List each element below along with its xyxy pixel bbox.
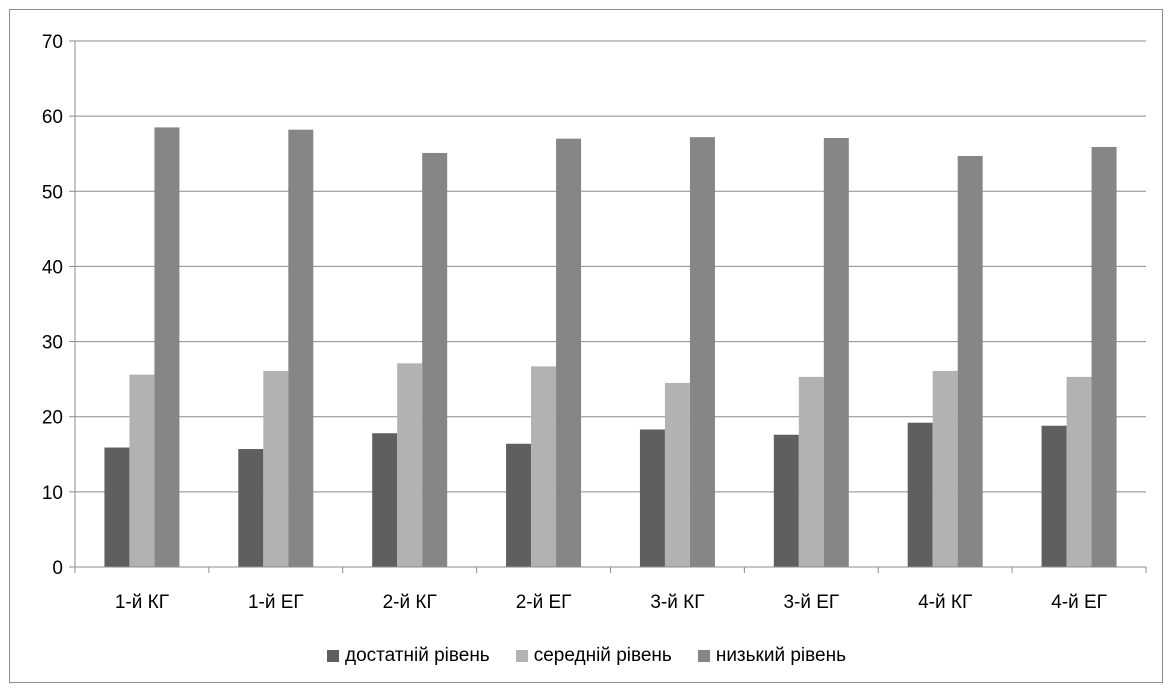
bar-low-7 (1091, 146, 1117, 568)
bar-sufficient-3 (506, 443, 532, 567)
bar-low-2 (422, 152, 448, 567)
bar-low-4 (689, 137, 715, 567)
bar-sufficient-4 (639, 429, 665, 567)
legend: достатній рівень середній рівень низький… (0, 645, 1173, 667)
bar-low-6 (957, 155, 983, 567)
legend-item-low: низький рівень (697, 645, 846, 667)
legend-swatch-medium (515, 650, 528, 662)
bar-medium-7 (1066, 376, 1092, 567)
x-category-label: 2-й КГ (383, 592, 437, 613)
bar-medium-2 (397, 363, 423, 567)
bar-sufficient-2 (372, 433, 398, 567)
bar-low-0 (154, 127, 180, 568)
legend-item-sufficient: достатній рівень (326, 645, 490, 667)
x-category-label: 4-й ЕГ (1051, 592, 1107, 613)
gridlines (75, 40, 1146, 493)
y-tick-label: 0 (52, 558, 63, 579)
bar-medium-6 (932, 370, 958, 567)
y-tick-label: 50 (42, 182, 63, 203)
bar-medium-4 (664, 382, 690, 567)
bar-medium-1 (263, 370, 289, 567)
y-tick-label: 70 (42, 32, 63, 53)
bar-medium-3 (531, 366, 557, 567)
axis-labels: 0 10 20 30 40 50 60 70 1-й КГ 1-й ЕГ 2-й КГ 2-й ЕГ 3… (42, 32, 1107, 613)
legend-item-medium: середній рівень (515, 645, 672, 667)
legend-label-sufficient: достатній рівень (344, 645, 490, 666)
x-category-label: 1-й ЕГ (248, 592, 304, 613)
y-tick-label: 60 (42, 107, 63, 128)
y-tick-label: 10 (42, 483, 63, 504)
y-tick-label: 40 (42, 257, 63, 278)
bar-low-3 (556, 138, 582, 567)
legend-swatch-low (697, 650, 710, 662)
bar-sufficient-1 (238, 449, 264, 567)
x-category-label: 1-й КГ (115, 592, 169, 613)
bar-sufficient-5 (773, 434, 799, 567)
bar-sufficient-7 (1041, 425, 1067, 567)
x-category-label: 3-й КГ (650, 592, 704, 613)
x-category-label: 4-й КГ (918, 592, 972, 613)
x-category-label: 2-й ЕГ (516, 592, 572, 613)
legend-label-low: низький рівень (715, 645, 846, 666)
x-category-label: 3-й ЕГ (783, 592, 839, 613)
legend-label-medium: середній рівень (533, 645, 672, 666)
legend-swatch-sufficient (326, 650, 339, 662)
bar-medium-0 (129, 374, 155, 567)
y-tick-label: 20 (42, 408, 63, 429)
bar-sufficient-0 (104, 447, 130, 567)
bars (104, 127, 1117, 568)
bar-medium-5 (798, 376, 824, 567)
bar-sufficient-6 (907, 422, 933, 567)
bar-low-1 (288, 129, 314, 567)
bar-low-5 (823, 137, 849, 568)
axes (69, 40, 1147, 573)
y-tick-label: 30 (42, 333, 63, 354)
